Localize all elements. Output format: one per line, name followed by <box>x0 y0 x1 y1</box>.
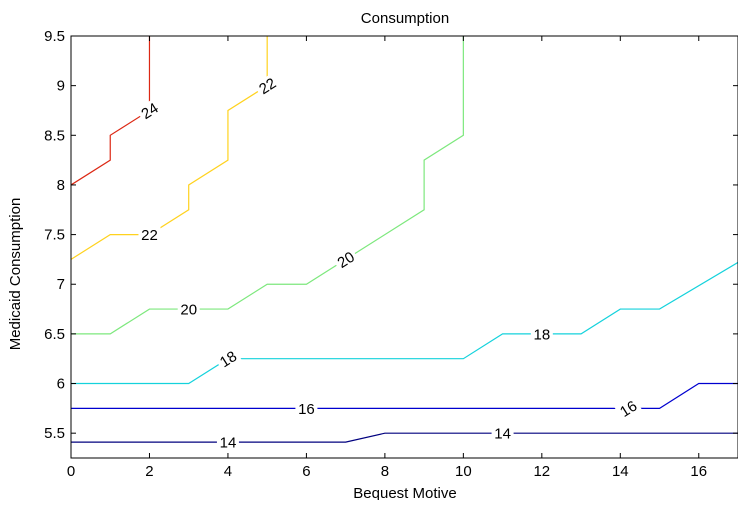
y-tick-label: 8.5 <box>44 127 65 144</box>
contour-label-group: 16 <box>614 395 642 421</box>
chart-title: Consumption <box>361 10 449 27</box>
y-tick-label: 6 <box>57 376 65 393</box>
contour-label-group: 20 <box>332 246 360 273</box>
contour-label-bg <box>530 325 553 342</box>
x-tick-label: 12 <box>533 463 550 480</box>
contour-label: 14 <box>494 426 511 443</box>
contour-label: 18 <box>533 326 550 343</box>
contour-label-group: 16 <box>295 400 318 418</box>
contour-line-24 <box>70 36 151 186</box>
contour-label: 20 <box>180 302 197 319</box>
contour-label: 14 <box>220 435 237 452</box>
contour-layer: 14 14 16 16 18 18 20 20 22 22 24 <box>70 36 738 452</box>
y-tick-label: 7.5 <box>44 227 65 244</box>
contour-label-bg <box>214 346 242 372</box>
contour-line-20 <box>71 36 464 335</box>
plot-frame <box>70 35 738 459</box>
contour-label-bg <box>253 73 281 99</box>
x-tick-label: 16 <box>690 463 707 480</box>
contour-label-bg <box>295 400 318 417</box>
y-tick-label: 6.5 <box>44 326 65 343</box>
x-axis-label: Bequest Motive <box>353 485 456 500</box>
x-tick-label: 6 <box>302 463 310 480</box>
contour-label-bg <box>138 226 161 243</box>
x-tick-label: 8 <box>381 463 389 480</box>
y-tick-label: 7 <box>57 276 65 293</box>
x-tick-label: 0 <box>67 463 75 480</box>
axis-layer: 0 2 4 6 8 10 12 14 165.566.577.588.599.5 <box>44 28 738 480</box>
contour-label: 22 <box>256 75 279 98</box>
y-tick-label: 9.5 <box>44 28 65 45</box>
contour-label-group: 22 <box>253 73 281 99</box>
y-axis-label: Medicaid Consumption <box>7 198 24 351</box>
contour-label-bg <box>177 301 200 318</box>
contour-label-bg <box>216 434 239 451</box>
contour-label: 18 <box>217 348 240 371</box>
contour-label: 20 <box>335 249 358 272</box>
contour-label: 16 <box>298 401 315 418</box>
contour-label-group: 14 <box>216 434 239 452</box>
y-tick-label: 8 <box>57 177 65 194</box>
y-tick-label: 5.5 <box>44 425 65 442</box>
contour-label-bg <box>491 425 514 442</box>
contour-label-group: 18 <box>530 325 553 343</box>
x-tick-label: 4 <box>224 463 232 480</box>
contour-label-group: 20 <box>177 301 200 319</box>
contour-label-bg <box>614 395 642 421</box>
y-tick-label: 9 <box>57 78 65 95</box>
contour-label: 24 <box>138 100 161 123</box>
contour-line-16 <box>71 382 738 409</box>
contour-label-group: 22 <box>138 226 161 244</box>
contour-line-18 <box>71 261 738 385</box>
x-tick-label: 14 <box>612 463 629 480</box>
contour-label-group: 24 <box>135 97 164 124</box>
contour-label: 22 <box>141 227 158 244</box>
contour-label-group: 14 <box>491 425 514 443</box>
contour-label: 16 <box>617 398 640 421</box>
contour-line-14 <box>71 432 738 443</box>
contour-label-bg <box>135 97 164 124</box>
contour-label-bg <box>332 246 360 273</box>
contour-label-group: 18 <box>214 346 242 372</box>
x-tick-label: 10 <box>455 463 472 480</box>
x-tick-label: 2 <box>145 463 153 480</box>
contour-line-22 <box>70 36 268 260</box>
